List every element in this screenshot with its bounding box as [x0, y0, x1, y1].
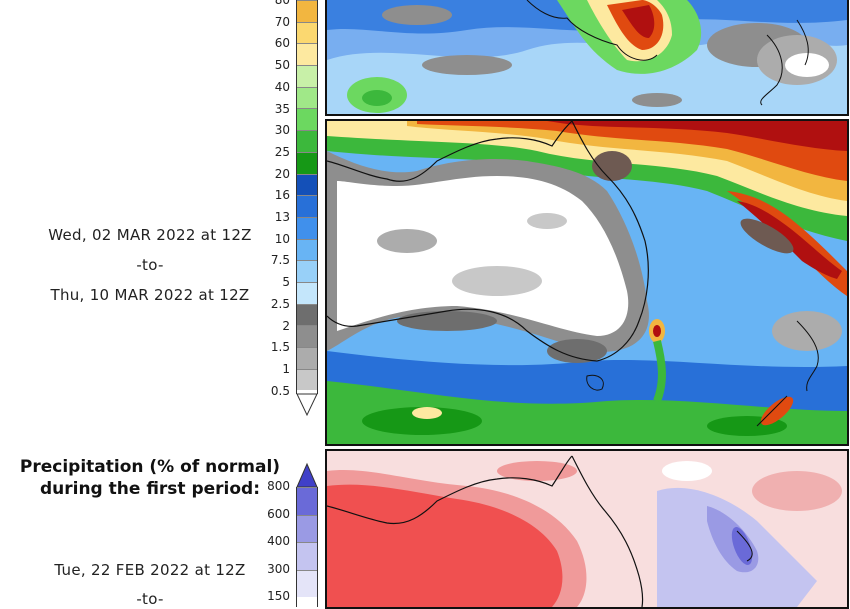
panel3-title-line1: Precipitation (% of normal) [19, 457, 281, 477]
percent-color-scale [296, 487, 318, 607]
precip-scale-band [297, 151, 317, 174]
precip-tick-label: 30 [274, 123, 290, 138]
precip-scale-band [297, 281, 317, 304]
percent-scale-band [297, 487, 317, 515]
precip-scale-band [297, 195, 317, 217]
precip-tick-label: 5 [282, 275, 290, 290]
precip-tick-label: 2 [282, 318, 290, 333]
precip-tick-label: 2.5 [270, 296, 290, 311]
map-panel-3 [325, 449, 849, 609]
panel3-date-from: Tue, 22 FEB 2022 at 12Z [54, 561, 246, 579]
precip-tick-label: 20 [274, 166, 290, 181]
percent-tick-label: 600 [267, 506, 290, 521]
percent-scale-top-triangle [296, 462, 318, 488]
percent-tick-label: 300 [267, 561, 290, 576]
percent-scale-band [297, 542, 317, 570]
percent-tick-label: 800 [267, 479, 290, 493]
percent-scale-band [297, 569, 317, 597]
precip-scale-band [297, 238, 317, 261]
precip-tick-label: 0.5 [270, 383, 290, 398]
precip-scale-band [297, 173, 317, 196]
precip-tick-label: 40 [274, 79, 290, 94]
precip-tick-label: 60 [274, 36, 290, 51]
precip-scale-band [297, 368, 317, 391]
precip-tick-label: 1 [282, 361, 290, 376]
precip-scale-band [297, 21, 317, 44]
precip-tick-label: 16 [274, 188, 290, 203]
panel3-title-line2: during the first period: [39, 479, 261, 499]
precip-tick-label: 70 [274, 14, 290, 29]
percent-scale-band [297, 514, 317, 542]
precip-tick-label: 50 [274, 58, 290, 73]
precip-tick-label: 1.5 [270, 340, 290, 355]
precip-tick-label: 10 [274, 231, 290, 246]
precip-scale-band [297, 130, 317, 152]
precip-color-scale [296, 0, 318, 394]
panel2-date-to: Thu, 10 MAR 2022 at 12Z [50, 286, 250, 304]
precip-scale-band [297, 216, 317, 239]
precip-scale-band [297, 65, 317, 87]
map-panel-1 [325, 0, 849, 116]
precip-tick-label: 7.5 [270, 253, 290, 268]
precip-scale-band [297, 108, 317, 131]
percent-tick-label: 400 [267, 534, 290, 548]
percent-tick-label: 150 [267, 589, 290, 603]
precip-tick-label: 80 [274, 0, 290, 7]
precip-scale-band [297, 260, 317, 282]
precip-scale-band [297, 86, 317, 109]
precip-scale-band [297, 43, 317, 66]
panel2-date-from: Wed, 02 MAR 2022 at 12Z [48, 226, 252, 244]
precip-scale-band [297, 347, 317, 369]
precip-tick-label: 13 [274, 210, 290, 224]
precip-tick-label: 25 [274, 144, 290, 159]
precip-scale-band [297, 303, 317, 326]
map-panel-2 [325, 119, 849, 446]
panel2-to-label: -to- [136, 256, 164, 274]
scale-bottom-triangle [296, 393, 318, 417]
precip-tick-label: 35 [274, 101, 290, 116]
precip-scale-band [297, 0, 317, 22]
precip-scale-band [297, 325, 317, 347]
